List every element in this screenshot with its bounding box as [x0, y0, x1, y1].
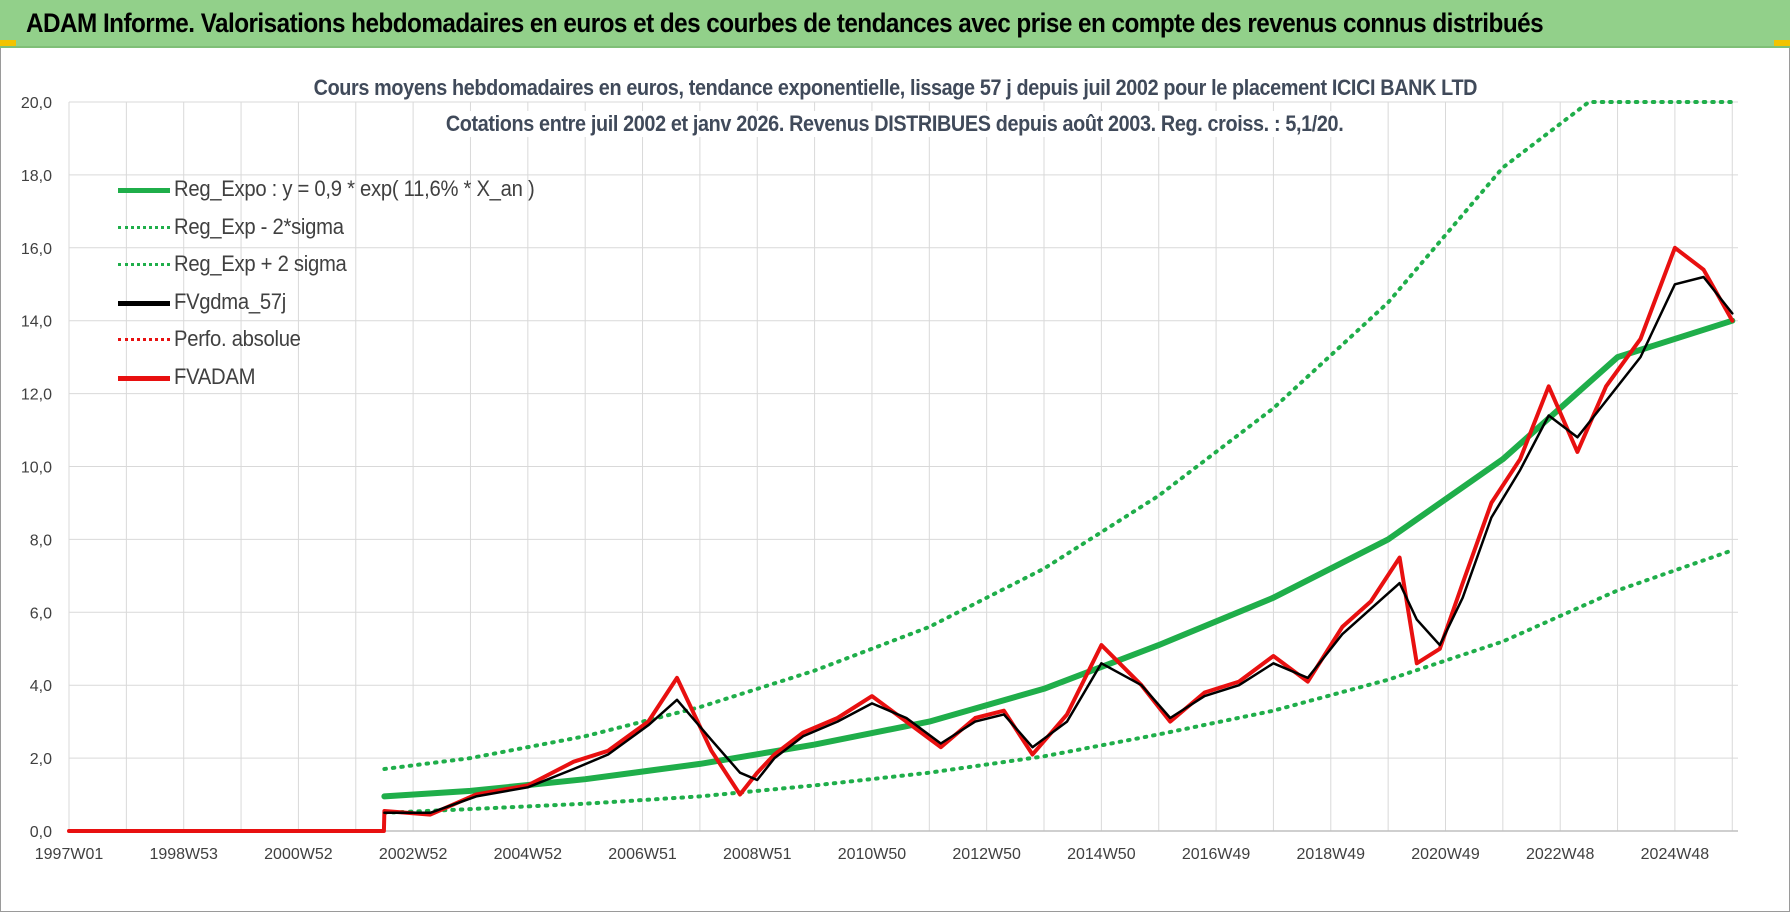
legend-swatch [118, 263, 170, 266]
series-layer [67, 100, 1736, 833]
series-line-6 [67, 245, 1735, 833]
legend-label: FVADAM [174, 363, 256, 389]
legend-swatch [118, 338, 170, 341]
legend-label: FVgdma_57j [174, 288, 287, 314]
series-line-2 [382, 548, 1735, 815]
x-tick-label: 2000W52 [264, 846, 333, 863]
series-line-1 [381, 317, 1736, 800]
x-tick-label: 2022W48 [1526, 846, 1595, 863]
legend-label: Reg_Exp + 2 sigma [174, 251, 347, 276]
header-banner: ADAM Informe. Valorisations hebdomadaire… [0, 0, 1790, 48]
line-chart: 0,0 2,0 4,0 6,0 8,0 10,0 12,0 14,0 16,0 18,0 20,0 1… [21, 95, 1738, 863]
y-tick-label: 14,0 [21, 314, 52, 331]
x-tick-label: 2016W49 [1182, 846, 1251, 863]
legend-swatch [118, 375, 170, 381]
x-tick-label: 1998W53 [149, 846, 218, 863]
x-tick-label: 2014W50 [1067, 846, 1136, 863]
header-title: ADAM Informe. Valorisations hebdomadaire… [26, 8, 1544, 38]
legend-swatch [118, 300, 170, 306]
x-tick-label: 2008W51 [723, 846, 792, 863]
y-tick-label: 18,0 [21, 168, 52, 185]
x-tick-label: 2002W52 [379, 846, 448, 863]
x-tick-label: 2012W50 [952, 846, 1021, 863]
axes: 0,0 2,0 4,0 6,0 8,0 10,0 12,0 14,0 16,0 18,0 20,0 1… [21, 95, 1738, 863]
y-tick-label: 20,0 [21, 95, 52, 112]
legend-swatch [118, 225, 170, 229]
legend-label: Reg_Exp - 2*sigma [174, 213, 344, 239]
y-tick-label: 6,0 [30, 605, 52, 622]
legend-label: Reg_Expo : y = 0,9 * exp( 11,6% * X_an ) [174, 176, 535, 201]
x-tick-label: 1997W01 [35, 846, 104, 863]
corner-marker-left [0, 40, 16, 46]
legend-swatch [118, 188, 170, 193]
x-tick-label: 2018W49 [1297, 846, 1366, 863]
series-line-4 [383, 275, 1734, 815]
y-tick-label: 8,0 [30, 532, 52, 549]
x-tick-label: 2024W48 [1641, 846, 1710, 863]
x-tick-label: 2006W51 [608, 846, 677, 863]
chart-title: Cours moyens hebdomadaires en euros, ten… [0, 75, 1790, 101]
grid [68, 101, 1738, 832]
x-tick-label: 2020W49 [1411, 846, 1480, 863]
y-tick-label: 10,0 [21, 460, 52, 477]
y-tick-label: 16,0 [21, 241, 52, 258]
corner-marker-right [1774, 40, 1790, 46]
x-tick-label: 2004W52 [494, 846, 563, 863]
y-tick-label: 4,0 [30, 678, 52, 695]
y-tick-label: 12,0 [21, 387, 52, 404]
chart-subtitle: Cotations entre juil 2002 et janv 2026. … [0, 111, 1790, 137]
x-tick-label: 2010W50 [838, 846, 907, 863]
y-tick-label: 2,0 [30, 751, 52, 768]
legend-label: Perfo. absolue [174, 326, 301, 351]
series-line-3 [382, 100, 1735, 771]
y-tick-label: 0,0 [30, 824, 52, 841]
